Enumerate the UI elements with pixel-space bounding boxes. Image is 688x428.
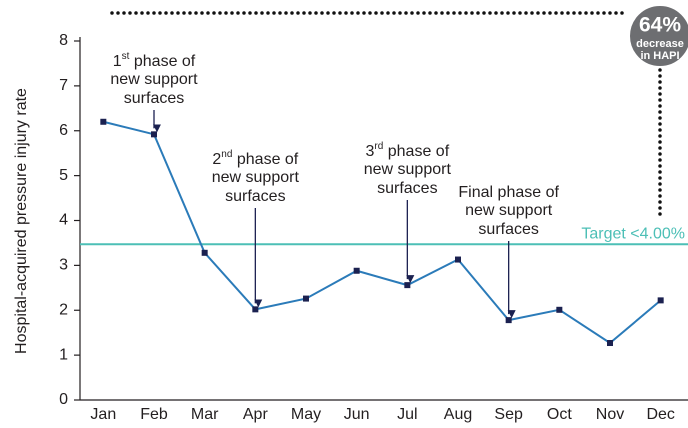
annotation-line: new support [110, 71, 198, 88]
annotation-line: surfaces [124, 90, 184, 107]
data-point [252, 306, 259, 313]
annotation-line: new support [364, 161, 452, 178]
annotation-line: new support [212, 169, 300, 186]
y-tick-label: 1 [59, 346, 68, 363]
target-label: Target <4.00% [581, 226, 685, 243]
annotation-text: phase of [383, 143, 449, 160]
annotation: 1st phase of [113, 51, 196, 71]
x-tick-label: Jan [90, 406, 116, 423]
annotation-text: phase of [232, 151, 298, 168]
data-point [607, 340, 613, 347]
data-point [151, 131, 157, 138]
annotation-text: phase of [129, 53, 195, 70]
annotation-suffix: nd [221, 149, 232, 160]
y-tick-label: 7 [59, 77, 68, 94]
annotation-number: 1 [113, 53, 122, 70]
y-tick-label: 2 [59, 301, 68, 318]
annotation-line: surfaces [377, 180, 437, 197]
badge-line: decrease [636, 38, 684, 50]
data-point [201, 249, 208, 256]
x-tick-label: Sep [494, 406, 523, 423]
data-point [455, 256, 461, 263]
y-axis-label: Hospital-acquired pressure injury rate [13, 88, 30, 354]
annotation-line: surfaces [225, 188, 285, 205]
x-tick-label: Feb [140, 406, 168, 423]
y-tick-label: 5 [59, 167, 68, 184]
x-tick-label: Jun [344, 406, 370, 423]
y-tick-label: 3 [59, 257, 68, 274]
data-point [353, 267, 360, 274]
annotation: Final phase of [458, 184, 559, 201]
annotation-line: new support [465, 202, 553, 219]
annotation-text: phase of [493, 184, 559, 201]
x-tick-label: May [291, 406, 321, 423]
x-tick-label: Oct [547, 406, 572, 423]
x-tick-label: Mar [191, 406, 219, 423]
badge [628, 4, 688, 68]
data-point [505, 317, 512, 324]
data-point [556, 306, 563, 313]
data-point [303, 295, 309, 302]
annotation-number: Final [458, 184, 493, 201]
data-line [103, 120, 662, 345]
x-tick-label: Apr [243, 406, 269, 423]
data-point [657, 297, 664, 304]
x-tick-label: Nov [596, 406, 624, 423]
badge-line: in HAPI [640, 50, 679, 62]
badge-big: 64% [639, 14, 681, 37]
data-point [100, 118, 107, 125]
y-tick-label: 4 [59, 212, 68, 229]
annotation-suffix: rd [374, 141, 383, 152]
y-tick-label: 0 [59, 391, 68, 408]
annotation: 2nd phase of [212, 149, 298, 169]
annotation-number: 2 [212, 151, 221, 168]
x-tick-label: Aug [444, 406, 472, 423]
x-tick-label: Jul [397, 406, 417, 423]
y-tick-label: 6 [59, 122, 68, 139]
y-tick-label: 8 [59, 32, 68, 49]
annotation-number: 3 [366, 143, 375, 160]
annotation: 3rd phase of [366, 141, 450, 161]
x-tick-label: Dec [646, 406, 674, 423]
data-point [404, 282, 411, 289]
annotation-suffix: st [122, 51, 130, 62]
annotation-line: surfaces [478, 221, 538, 238]
